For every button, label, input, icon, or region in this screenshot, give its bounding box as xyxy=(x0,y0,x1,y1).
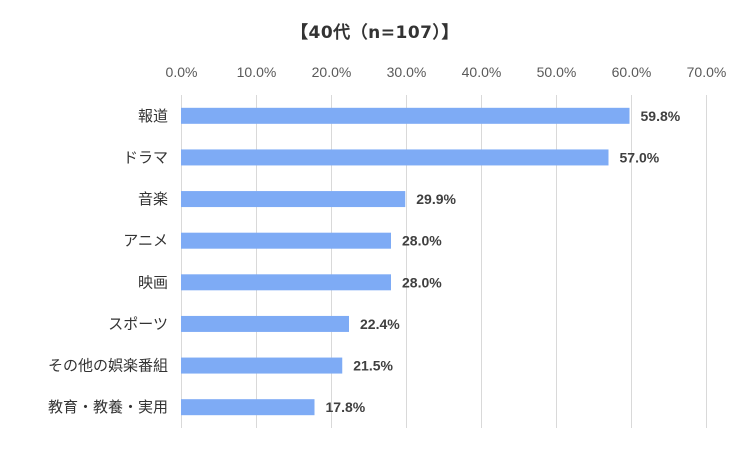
category-label: アニメ xyxy=(123,232,168,250)
data-label: 22.4% xyxy=(360,316,400,332)
category-label: 教育・教養・実用 xyxy=(48,398,168,416)
bar xyxy=(181,399,315,416)
bar xyxy=(181,149,609,166)
data-label: 21.5% xyxy=(353,358,393,374)
category-label: スポーツ xyxy=(108,315,168,333)
x-tick-label: 10.0% xyxy=(237,64,277,80)
data-label: 59.8% xyxy=(641,108,681,124)
category-label: 映画 xyxy=(138,273,168,291)
x-tick-label: 30.0% xyxy=(387,64,427,80)
category-label: 音楽 xyxy=(138,190,168,208)
bar xyxy=(181,232,391,249)
bar xyxy=(181,274,391,291)
x-tick-label: 40.0% xyxy=(462,64,502,80)
bar xyxy=(181,357,343,374)
data-label: 57.0% xyxy=(620,149,660,165)
bar xyxy=(181,315,349,332)
x-tick-label: 60.0% xyxy=(612,64,652,80)
x-tick-label: 0.0% xyxy=(166,64,198,80)
category-label: 報道 xyxy=(138,107,168,125)
x-tick-label: 50.0% xyxy=(537,64,577,80)
bar xyxy=(181,191,406,208)
data-label: 29.9% xyxy=(416,191,456,207)
data-label: 28.0% xyxy=(402,274,442,290)
data-label: 17.8% xyxy=(326,399,366,415)
x-tick-label: 20.0% xyxy=(312,64,352,80)
category-label: ドラマ xyxy=(123,148,168,166)
bar xyxy=(181,107,630,124)
x-tick-label: 70.0% xyxy=(687,64,727,80)
data-label: 28.0% xyxy=(402,233,442,249)
category-label: その他の娯楽番組 xyxy=(48,357,168,375)
chart-title: 【40代（n=107）】 xyxy=(291,23,459,43)
